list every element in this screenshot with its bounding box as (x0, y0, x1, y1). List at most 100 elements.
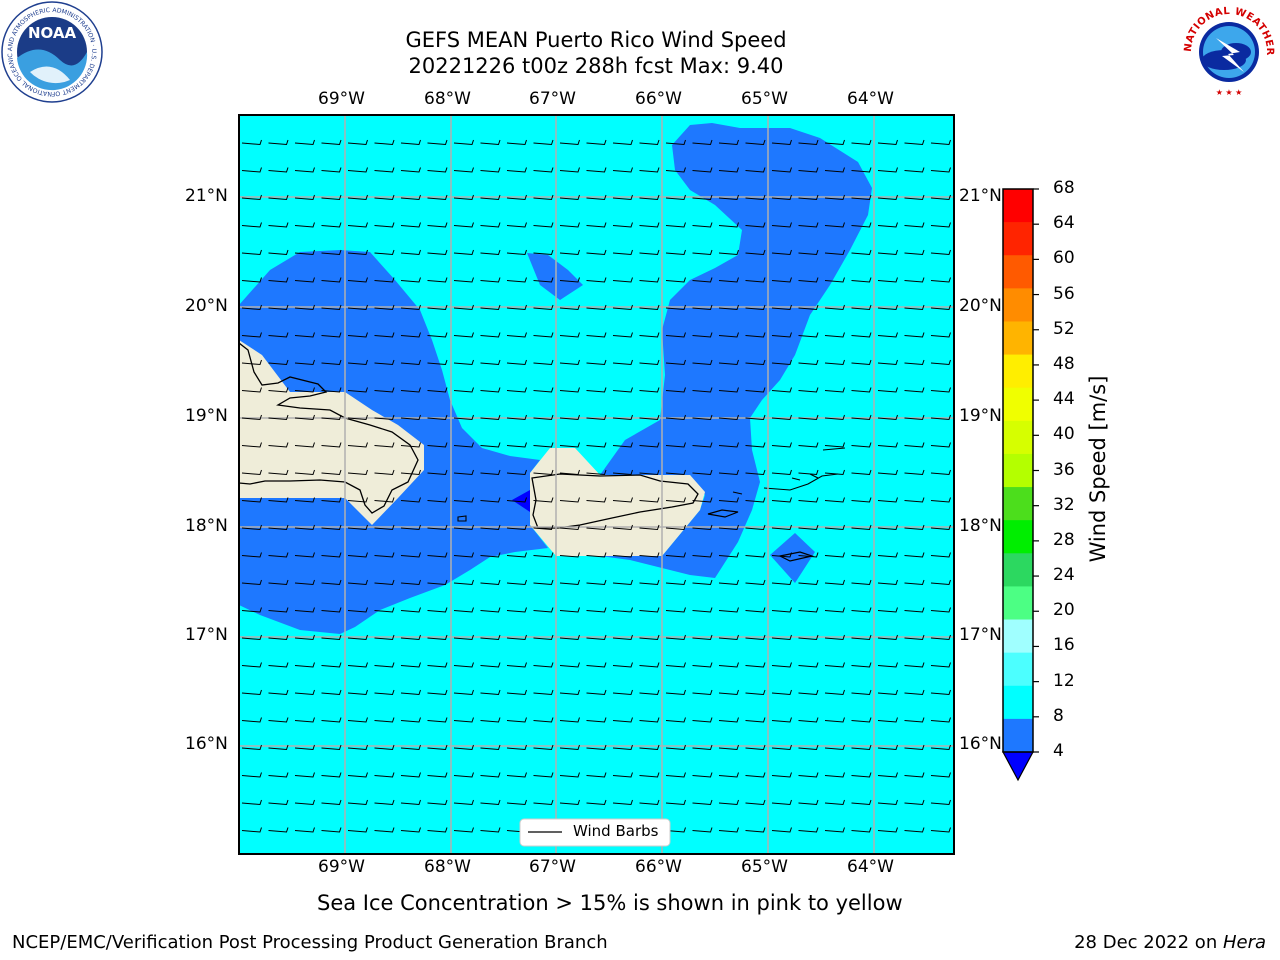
wind-barb (930, 139, 951, 146)
wind-barb (877, 359, 898, 366)
wind-barb (612, 717, 633, 723)
wind-barb (692, 359, 713, 366)
wind-barb (718, 552, 739, 558)
colorbar-tick-label: 48 (1053, 353, 1075, 374)
wind-barb (851, 469, 872, 476)
wind-barb (798, 249, 819, 256)
wind-barb (374, 607, 395, 613)
wind-barb (612, 689, 633, 696)
wind-barb (877, 607, 898, 613)
wind-barb (241, 634, 262, 641)
wind-barb (506, 469, 527, 476)
lat-label-left: 17°N (185, 625, 228, 645)
wind-barb (930, 552, 951, 558)
wind-barb (877, 332, 898, 338)
wind-barb (798, 689, 819, 696)
wind-barb (559, 772, 580, 778)
wind-barb (533, 634, 554, 641)
wind-barb (294, 689, 315, 696)
wind-barb (692, 579, 713, 586)
wind-barb (798, 469, 819, 476)
wind-barb (798, 717, 819, 723)
wind-barb (453, 332, 474, 338)
wind-barb (665, 497, 686, 503)
wind-barb (612, 387, 633, 393)
wind-barb (665, 799, 686, 806)
wind-barb (533, 799, 554, 806)
wind-barb (930, 607, 951, 613)
wind-barb (241, 524, 262, 531)
wind-barb (718, 332, 739, 338)
wind-barb (639, 469, 660, 476)
wind-barb (480, 414, 501, 421)
lon-label-top: 67°W (529, 89, 576, 109)
wind-barb (321, 799, 342, 806)
wind-barb (533, 744, 554, 751)
wind-barb (427, 717, 448, 723)
wind-barb (692, 524, 713, 531)
wind-barb (400, 744, 421, 751)
wind-barb (533, 387, 554, 393)
wind-barb (692, 772, 713, 778)
wind-barb (559, 717, 580, 723)
wind-barb (612, 222, 633, 228)
wind-barb (400, 469, 421, 476)
wind-barb (400, 414, 421, 421)
wind-barb (824, 827, 845, 833)
wind-barb (427, 524, 448, 531)
wind-barb (745, 359, 766, 366)
wind-barb (718, 222, 739, 228)
wind-barb (427, 359, 448, 366)
wind-barb (321, 222, 342, 228)
wind-barb (559, 414, 580, 421)
wind-barb (400, 304, 421, 311)
wind-barb (692, 139, 713, 146)
wind-barb (665, 717, 686, 723)
wind-barb (904, 607, 925, 613)
wind-barb (612, 442, 633, 448)
wind-barb (400, 579, 421, 586)
colorbar-tick-label: 24 (1053, 565, 1075, 586)
wind-barb (877, 222, 898, 228)
wind-barb (533, 689, 554, 696)
wind-barb (480, 634, 501, 641)
wind-barb (268, 304, 289, 311)
wind-barb (480, 387, 501, 393)
lat-label-left: 16°N (185, 734, 228, 754)
wind-barb (480, 497, 501, 503)
wind-barb (400, 524, 421, 531)
wind-barb (904, 469, 925, 476)
wind-barb (480, 552, 501, 558)
lat-label-left: 19°N (185, 406, 228, 426)
wind-barb (400, 497, 421, 503)
wind-barb (559, 799, 580, 806)
wind-barb (745, 222, 766, 228)
wind-barb (480, 799, 501, 806)
wind-barb (453, 359, 474, 366)
wind-barb (586, 442, 607, 448)
footer-host: Hera (1222, 932, 1266, 953)
wind-barb (718, 469, 739, 476)
wind-barb (427, 552, 448, 558)
wind-barb (427, 827, 448, 833)
wind-barb (877, 772, 898, 778)
wind-barb (665, 194, 686, 201)
wind-barb (771, 167, 792, 173)
wind-barb (241, 359, 262, 366)
wind-barb (824, 359, 845, 366)
wind-barb (851, 139, 872, 146)
wind-barb (639, 387, 660, 393)
wind-barb (347, 662, 368, 668)
wind-barb (374, 167, 395, 173)
wind-barb (718, 277, 739, 283)
wind-barb (851, 442, 872, 448)
wind-barb (665, 524, 686, 531)
wind-barb (665, 579, 686, 586)
wind-barb (480, 469, 501, 476)
wind-barb (559, 689, 580, 696)
colorbar-bin (1003, 255, 1033, 289)
wind-barb (612, 662, 633, 668)
wind-barb (639, 634, 660, 641)
wind-barb (241, 387, 262, 393)
wind-barb (718, 139, 739, 146)
